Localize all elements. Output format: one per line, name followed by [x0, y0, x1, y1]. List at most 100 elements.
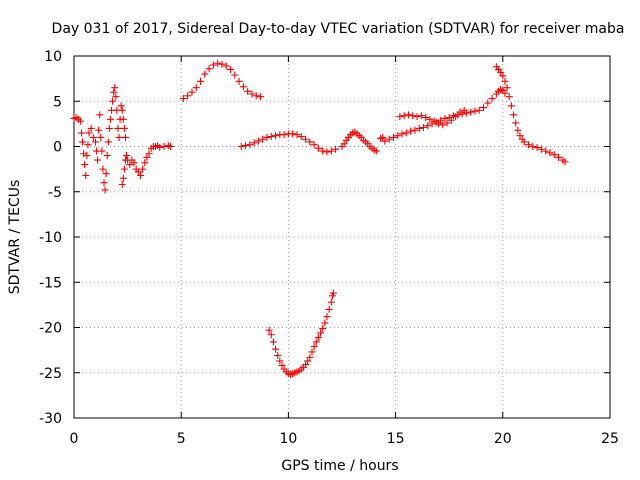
data-point	[214, 59, 222, 67]
data-point	[319, 147, 327, 155]
data-point	[267, 133, 275, 141]
data-point	[120, 124, 128, 132]
data-point	[145, 150, 153, 158]
series-seg9	[492, 63, 569, 166]
data-point	[136, 171, 144, 179]
grid-lines	[74, 56, 610, 418]
data-point	[237, 143, 245, 150]
data-point	[310, 343, 318, 351]
data-point	[503, 84, 511, 92]
data-point	[302, 135, 310, 143]
data-point	[143, 153, 151, 161]
data-point	[259, 135, 267, 143]
y-tick-label: 5	[53, 94, 62, 110]
data-point	[514, 126, 522, 134]
data-point	[119, 174, 127, 182]
data-point	[160, 143, 168, 150]
data-point	[389, 133, 397, 141]
data-point	[289, 130, 297, 138]
data-point	[117, 102, 125, 110]
data-point	[209, 61, 217, 69]
data-point	[274, 352, 282, 360]
data-point	[306, 138, 314, 146]
data-point	[227, 66, 235, 74]
data-point	[407, 127, 415, 135]
data-point	[111, 84, 119, 92]
chart-title: Day 031 of 2017, Sidereal Day-to-day VTE…	[52, 21, 625, 37]
data-point	[484, 99, 492, 107]
series-seg2	[118, 142, 174, 189]
data-point	[310, 141, 318, 149]
data-point	[505, 93, 513, 101]
data-point	[201, 70, 209, 78]
data-point	[119, 115, 127, 123]
data-point	[308, 348, 316, 356]
data-point	[123, 152, 131, 160]
data-point	[323, 148, 331, 156]
data-point	[126, 161, 134, 169]
data-point	[437, 116, 445, 124]
data-point	[94, 156, 102, 164]
data-point	[242, 142, 250, 150]
data-point	[507, 102, 515, 110]
data-point	[192, 84, 200, 92]
data-point	[101, 186, 109, 194]
data-point	[488, 95, 496, 103]
data-point	[96, 111, 104, 119]
data-point	[235, 77, 243, 85]
data-point	[402, 129, 410, 137]
x-tick-label: 15	[387, 431, 405, 447]
data-point	[314, 144, 322, 152]
data-points	[70, 59, 569, 379]
series-seg1	[70, 84, 129, 194]
data-point	[304, 357, 312, 365]
data-point	[102, 170, 110, 178]
data-point	[394, 132, 402, 140]
data-point	[83, 152, 91, 160]
data-point	[385, 135, 393, 143]
data-point	[97, 133, 105, 141]
data-point	[120, 165, 128, 173]
data-point	[525, 141, 533, 149]
x-tick-label: 5	[177, 431, 186, 447]
data-point	[424, 122, 432, 130]
data-point	[452, 113, 460, 121]
data-point	[529, 143, 537, 150]
data-point	[184, 92, 192, 100]
data-point	[400, 112, 408, 120]
data-point	[332, 145, 340, 153]
data-point	[537, 145, 545, 153]
data-point	[106, 115, 114, 123]
data-point	[460, 106, 468, 114]
data-point	[471, 107, 479, 115]
data-point	[118, 181, 126, 189]
data-point	[321, 319, 329, 327]
data-point	[327, 298, 335, 306]
series-seg6	[338, 128, 387, 155]
data-point	[79, 138, 87, 146]
data-point	[501, 89, 509, 97]
data-point	[297, 133, 305, 141]
data-point	[89, 133, 97, 141]
data-point	[372, 147, 380, 155]
data-point	[218, 60, 226, 68]
data-point	[80, 150, 88, 158]
data-point	[188, 88, 196, 96]
data-point	[456, 108, 464, 116]
data-point	[516, 132, 524, 140]
data-point	[104, 138, 112, 146]
data-point	[231, 71, 239, 79]
x-tick-label: 25	[601, 431, 619, 447]
data-point	[280, 131, 288, 139]
data-point	[91, 138, 99, 146]
data-point	[121, 133, 129, 141]
data-point	[250, 139, 258, 147]
data-point	[272, 132, 280, 140]
data-point	[542, 147, 550, 155]
data-point	[411, 126, 419, 134]
y-tick-label: -30	[39, 411, 62, 427]
data-point	[434, 120, 442, 128]
data-point	[409, 112, 417, 120]
y-tick-label: -15	[39, 275, 62, 291]
